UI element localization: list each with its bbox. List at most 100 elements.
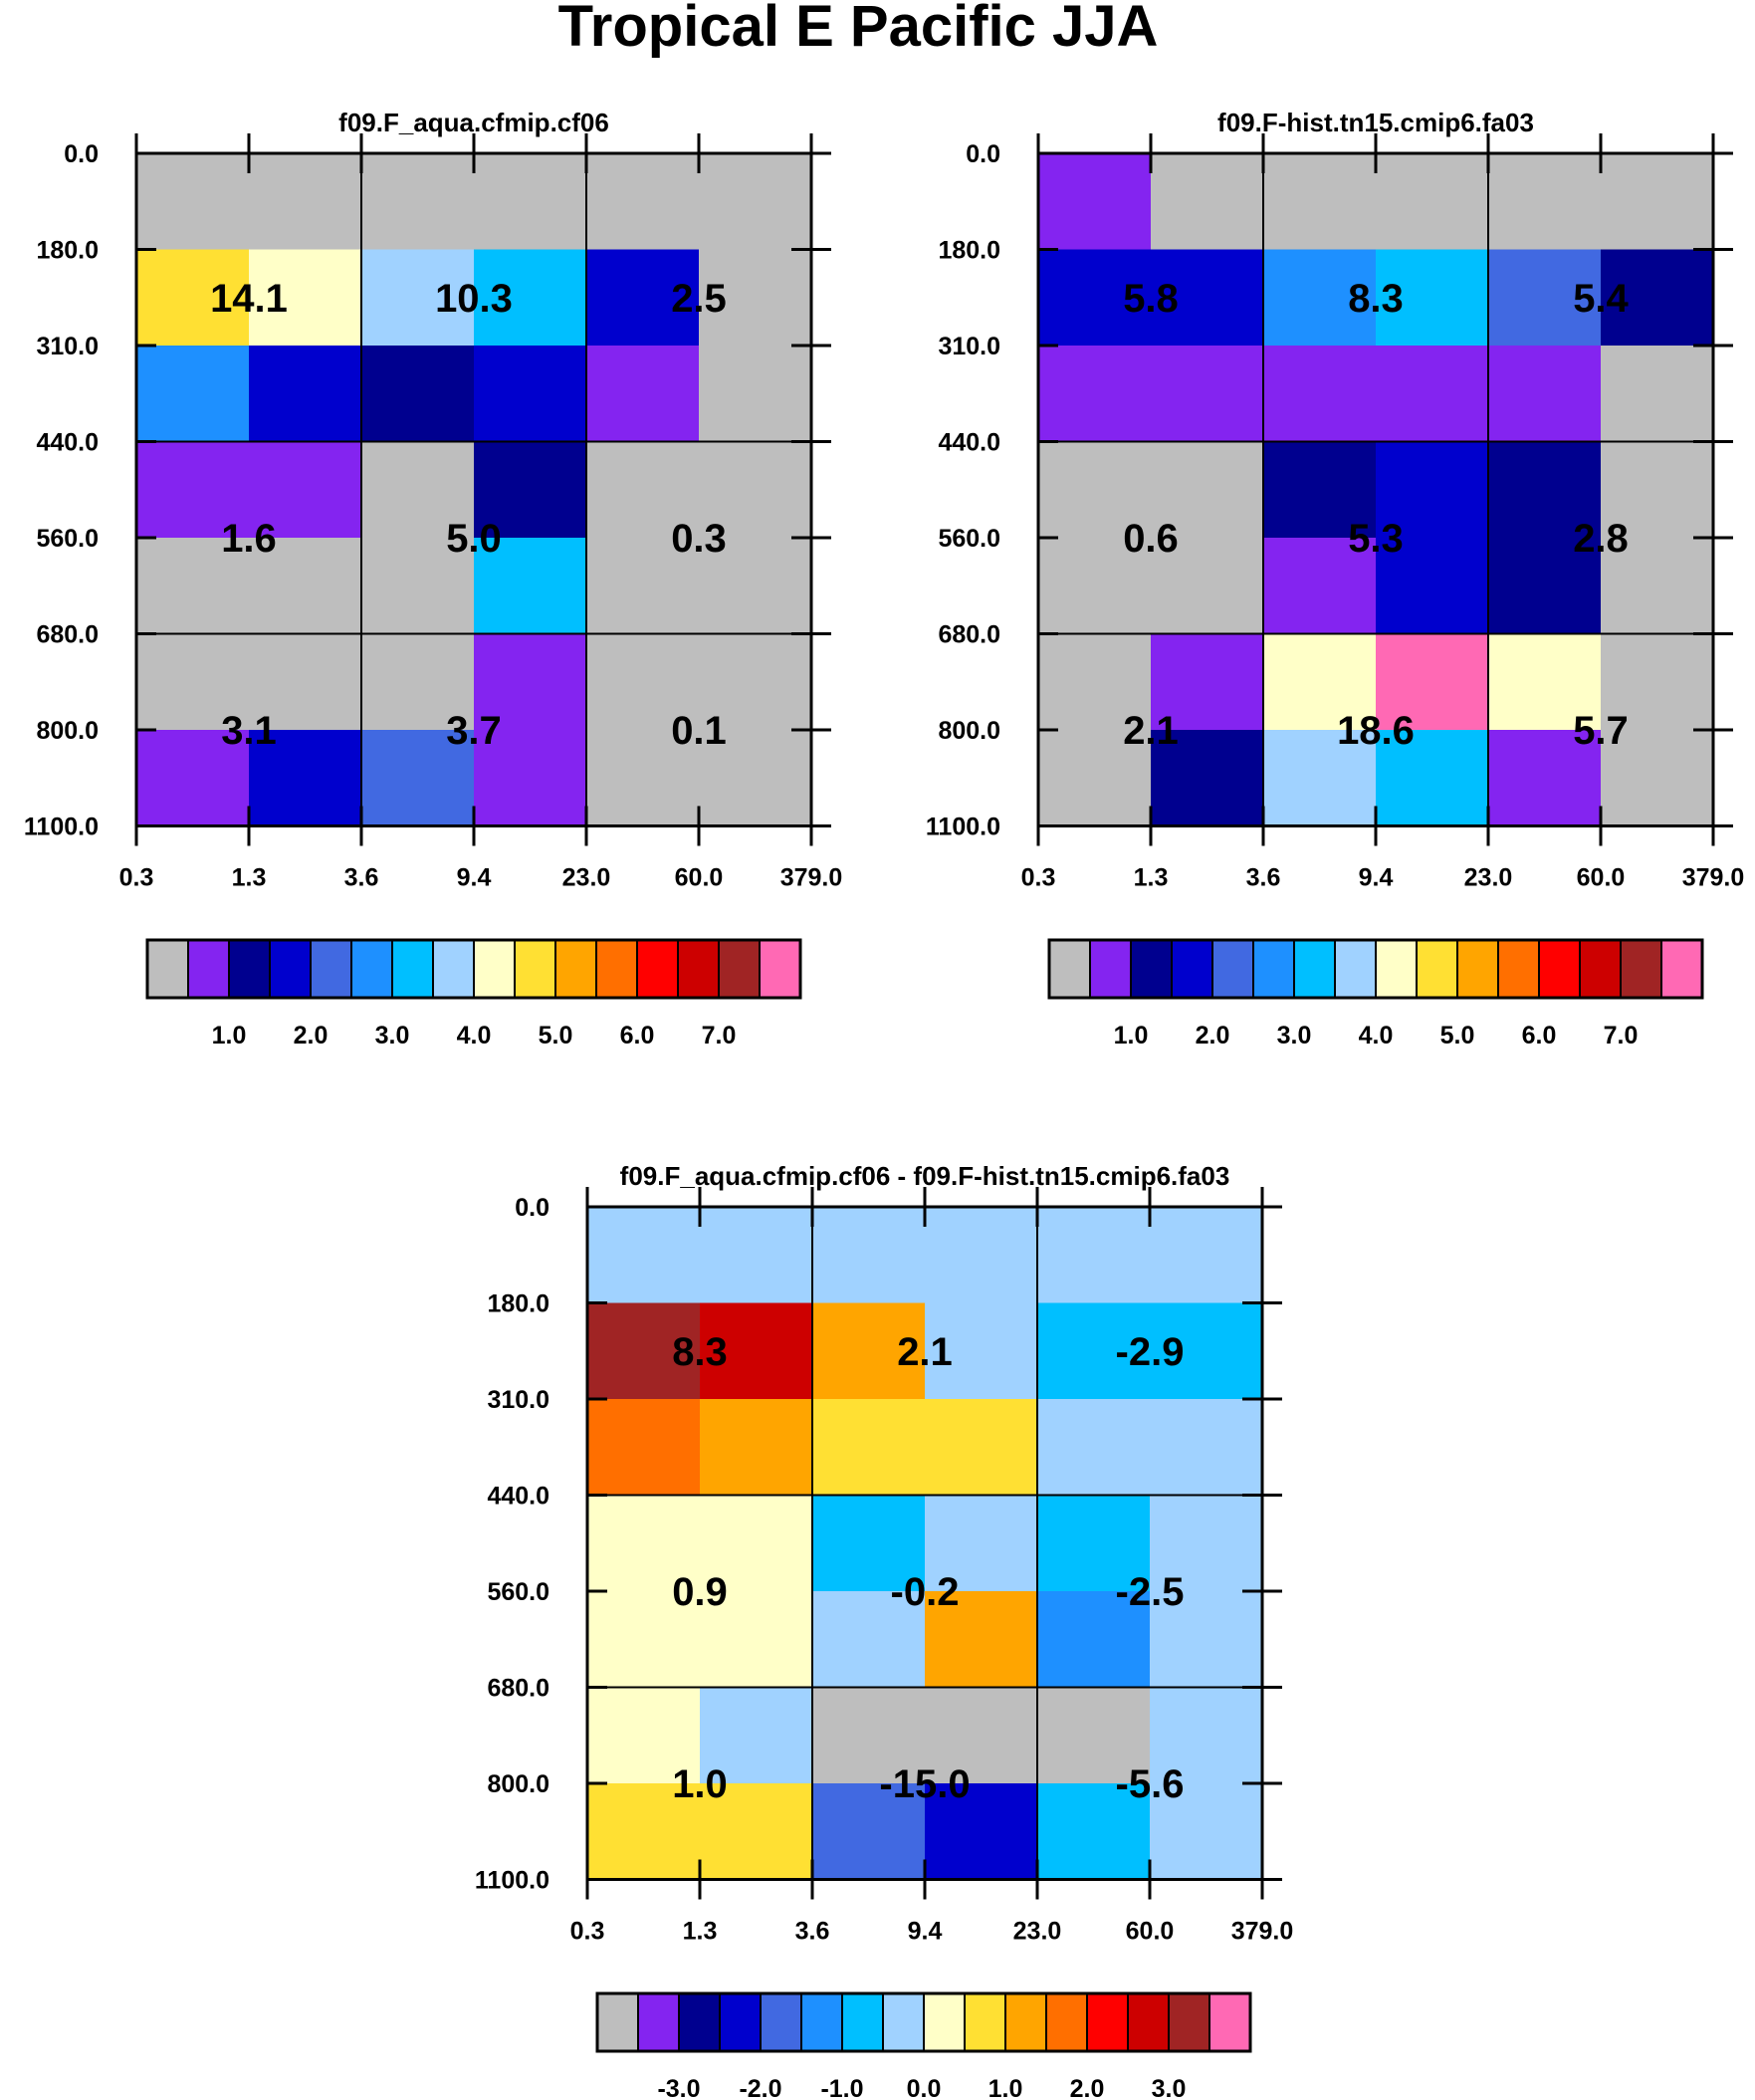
colorbar-swatch: [187, 939, 230, 999]
x-tick-label: 379.0: [780, 864, 843, 892]
data-label: 10.3: [435, 277, 513, 321]
heatmap-cell: [587, 1687, 701, 1784]
y-tick-label: 1100.0: [24, 814, 99, 841]
colorbar-swatch: [678, 1992, 721, 2052]
heatmap-cell: [1151, 249, 1264, 347]
x-tick-label: 379.0: [1231, 1918, 1294, 1946]
data-label: 5.7: [1573, 709, 1629, 753]
y-tick-label: 440.0: [938, 429, 1000, 457]
heatmap-cell: [1150, 1687, 1263, 1784]
colorbar-swatch: [514, 939, 556, 999]
heatmap-cell: [1263, 249, 1377, 347]
x-tick-label: 9.4: [457, 864, 492, 892]
heatmap-cell: [1038, 346, 1152, 443]
data-label: 0.6: [1123, 517, 1179, 561]
y-tick-label: 680.0: [487, 1675, 549, 1703]
heatmap-cell: [1151, 346, 1264, 443]
colorbar-label: 7.0: [702, 1022, 737, 1050]
heatmap-cell: [1263, 346, 1377, 443]
data-label: -2.5: [1116, 1570, 1185, 1614]
heatmap-cell: [586, 153, 700, 251]
heatmap-cell: [812, 1783, 926, 1881]
data-label: 1.0: [672, 1762, 728, 1806]
heatmap-panel-3: f09.F_aqua.cfmip.cf06 - f09.F-hist.tn15.…: [475, 1161, 1293, 2100]
heatmap-cell: [474, 633, 587, 731]
heatmap-cell: [1037, 1207, 1151, 1304]
heatmap-cell: [474, 730, 587, 827]
y-tick-label: 680.0: [36, 621, 99, 649]
heatmap-cell: [1037, 1783, 1151, 1881]
heatmap-cell: [812, 1399, 926, 1497]
plots-group: f09.F_aqua.cfmip.cf06 0.0 180.0 310.0 440.0 5…: [24, 108, 1744, 2100]
heatmap-cell: [925, 1495, 1038, 1592]
heatmap-cell: [361, 346, 475, 443]
heatmap-cell: [1488, 633, 1602, 731]
y-tick-label: 800.0: [487, 1770, 549, 1798]
heatmap-cell: [700, 1399, 813, 1497]
colorbar-swatch: [228, 939, 271, 999]
y-tick-label: 0.0: [515, 1194, 549, 1222]
heatmap-cell: [587, 1783, 701, 1881]
heatmap-cell: [1038, 441, 1152, 539]
heatmap-cell: [1150, 1207, 1263, 1304]
heatmap-cell: [249, 730, 362, 827]
heatmap-cell: [249, 538, 362, 635]
heatmap-cell: [586, 249, 700, 347]
colorbar-swatch: [391, 939, 434, 999]
heatmap-cell: [1488, 441, 1602, 539]
heatmap-cell: [1376, 441, 1489, 539]
colorbar-label: 1.0: [212, 1022, 247, 1050]
colorbar-swatch: [677, 939, 720, 999]
heatmap-cell: [1151, 538, 1264, 635]
heatmap-cell: [1263, 633, 1377, 731]
heatmap-cell: [136, 633, 250, 731]
heatmap-cell: [1376, 730, 1489, 827]
colorbar-swatch: [432, 939, 475, 999]
colorbar-swatch: [1293, 939, 1336, 999]
heatmap-cell: [249, 441, 362, 539]
panel-title: f09.F_aqua.cfmip.cf06 - f09.F-hist.tn15.…: [620, 1161, 1230, 1191]
colorbar-swatch: [1497, 939, 1540, 999]
heatmap-cell: [925, 1783, 1038, 1881]
data-label: 5.3: [1348, 517, 1404, 561]
heatmap-cell: [587, 1302, 701, 1400]
data-label: 5.0: [446, 517, 502, 561]
heatmap-cell: [249, 346, 362, 443]
colorbar-swatch: [882, 1992, 925, 2052]
data-label: -2.9: [1116, 1330, 1185, 1374]
heatmap-cell: [136, 538, 250, 635]
heatmap-cell: [925, 1207, 1038, 1304]
colorbar-swatch: [1048, 939, 1091, 999]
data-label: 3.7: [446, 709, 502, 753]
heatmap-cell: [474, 249, 587, 347]
data-label: -5.6: [1116, 1762, 1185, 1806]
data-label: 8.3: [672, 1330, 728, 1374]
heatmap-cell: [474, 153, 587, 251]
heatmap-cell: [699, 730, 812, 827]
y-tick-label: 1100.0: [475, 1867, 549, 1895]
x-tick-label: 0.3: [119, 864, 154, 892]
heatmap-cell: [587, 1207, 701, 1304]
colorbar-label: 2.0: [294, 1022, 329, 1050]
heatmap-cell: [1488, 346, 1602, 443]
data-label: 2.8: [1573, 517, 1629, 561]
heatmap-cell: [1150, 1399, 1263, 1497]
heatmap-cell: [925, 1302, 1038, 1400]
data-label: 14.1: [210, 277, 288, 321]
colorbar: -3.0 -2.0 -1.0 0.0 1.0 2.0 3.0: [595, 1991, 1252, 2100]
heatmap-cell: [1376, 538, 1489, 635]
heatmap-cell: [249, 249, 362, 347]
colorbar-label: 6.0: [1522, 1022, 1557, 1050]
heatmap-cell: [925, 1687, 1038, 1784]
colorbar-swatch: [1208, 1992, 1251, 2052]
heatmap-cell: [1263, 153, 1377, 251]
colorbar-swatch: [1334, 939, 1377, 999]
colorbar-swatch: [1089, 939, 1132, 999]
data-label: 0.3: [671, 517, 727, 561]
data-label: -0.2: [891, 1570, 960, 1614]
heatmap-cell: [1151, 153, 1264, 251]
heatmap-cell: [474, 441, 587, 539]
heatmap-panel-1: f09.F_aqua.cfmip.cf06 0.0 180.0 310.0 440.0 5…: [24, 108, 842, 1050]
y-tick-label: 560.0: [36, 525, 99, 553]
heatmap-cell: [1038, 633, 1152, 731]
